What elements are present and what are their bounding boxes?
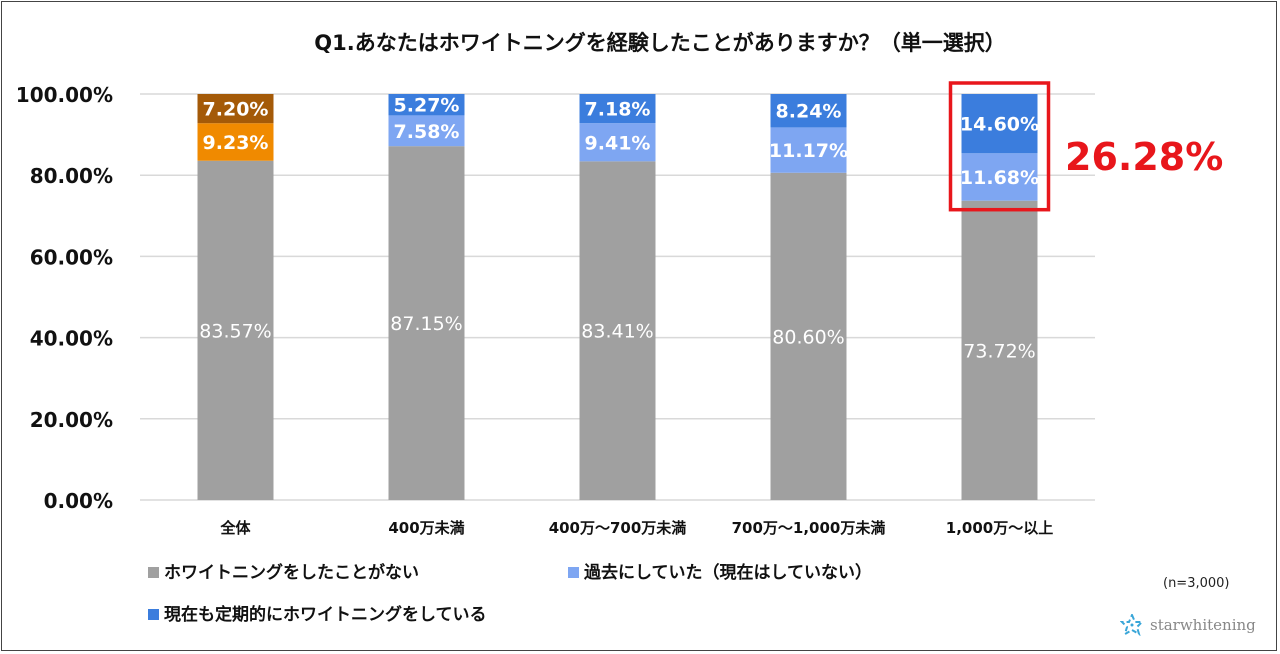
data-label: 83.41% <box>581 321 653 343</box>
legend-swatch <box>148 567 159 578</box>
highlight-box <box>948 81 1051 212</box>
legend-label: ホワイトニングをしたことがない <box>164 562 419 583</box>
data-label: 7.58% <box>394 121 460 143</box>
x-tick-label: 1,000万～以上 <box>946 519 1053 537</box>
y-tick-label: 40.00% <box>30 327 113 351</box>
bar-segment <box>770 94 847 128</box>
bar-segment <box>388 94 465 116</box>
data-label: 8.24% <box>776 101 842 123</box>
bar-segment <box>770 172 847 500</box>
data-label: 11.68% <box>960 167 1039 189</box>
y-tick-label: 80.00% <box>30 164 113 188</box>
data-label: 7.20% <box>203 99 269 121</box>
bar-segment <box>961 153 1038 201</box>
data-label: 80.60% <box>772 326 844 348</box>
bar-segment <box>579 161 656 500</box>
bar-segment <box>388 115 465 147</box>
bar-segment <box>197 94 274 124</box>
bar-segment <box>770 127 847 173</box>
x-tick-label: 400万～700万未満 <box>549 519 687 537</box>
x-tick-label: 400万未満 <box>388 519 464 537</box>
chart-title: Q1.あなたはホワイトニングを経験したことがありますか？（単一選択） <box>314 31 1005 55</box>
legend-swatch <box>148 609 159 620</box>
data-label: 87.15% <box>390 313 462 335</box>
legend-label: 過去にしていた（現在はしていない） <box>584 562 872 583</box>
data-label: 73.72% <box>963 340 1035 362</box>
brand-logo: starwhitening <box>1120 614 1256 636</box>
bar-segment <box>388 146 465 500</box>
data-label: 7.18% <box>585 99 651 121</box>
sample-size-note: (n=3,000) <box>1163 576 1230 591</box>
data-label: 9.41% <box>585 132 651 154</box>
bar-segment <box>579 123 656 162</box>
bar-segment <box>197 123 274 161</box>
x-tick-label: 700万～1,000万未満 <box>732 519 886 537</box>
x-tick-label: 全体 <box>219 519 251 537</box>
y-tick-label: 100.00% <box>16 83 113 107</box>
legend-label: 現在も定期的にホワイトニングをしている <box>164 604 487 625</box>
bar-segment <box>579 94 656 124</box>
data-label: 11.17% <box>769 140 848 162</box>
y-tick-label: 60.00% <box>30 245 113 269</box>
y-tick-label: 20.00% <box>30 408 113 432</box>
data-label: 14.60% <box>960 114 1039 136</box>
y-tick-label: 0.00% <box>44 489 113 513</box>
star-logo-icon <box>1120 614 1144 636</box>
data-label: 5.27% <box>394 95 460 117</box>
logo-text: starwhitening <box>1150 616 1256 634</box>
highlight-annotation: 26.28% <box>1065 135 1223 179</box>
data-label: 83.57% <box>199 320 271 342</box>
bar-segment <box>961 94 1038 154</box>
bar-segment <box>961 200 1038 501</box>
legend-swatch <box>568 567 579 578</box>
bar-segment <box>197 160 274 500</box>
data-label: 9.23% <box>203 132 269 154</box>
